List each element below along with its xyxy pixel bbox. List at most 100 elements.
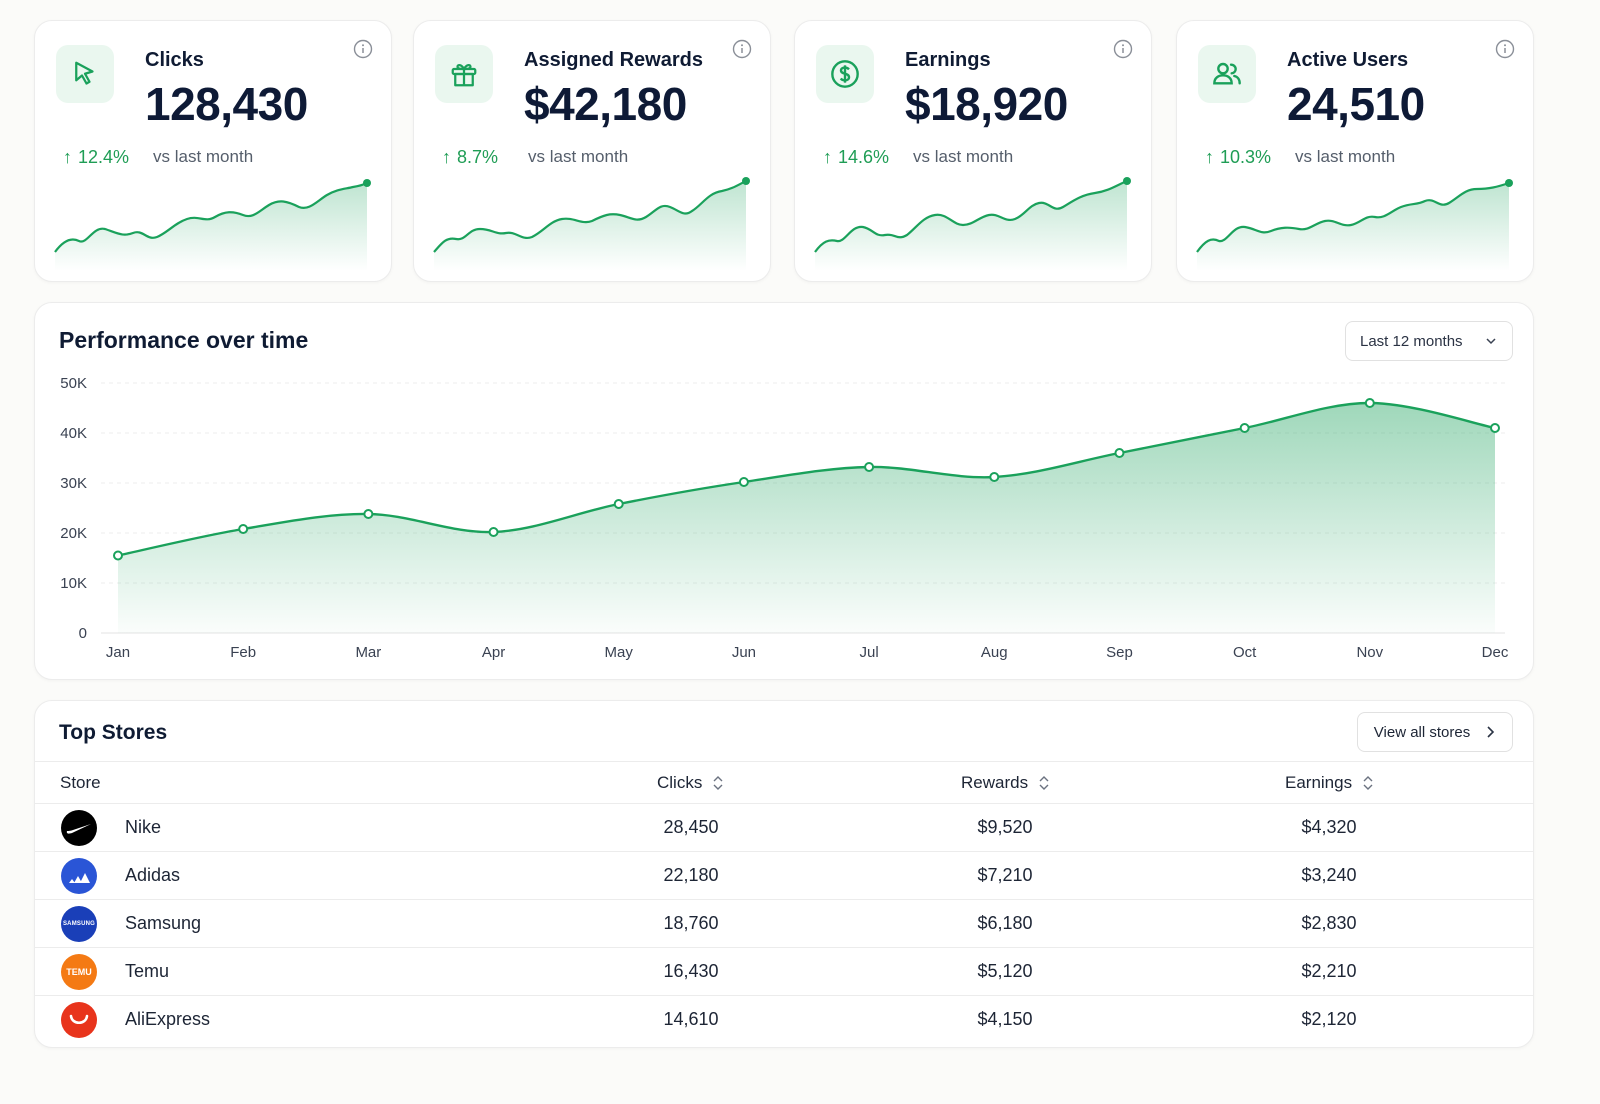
kpi-value: $42,180: [524, 78, 687, 130]
info-icon[interactable]: [1113, 39, 1133, 59]
x-tick-label: Dec: [1482, 644, 1509, 661]
x-tick-label: Nov: [1356, 644, 1383, 661]
chart-line: [117, 401, 1496, 557]
samsung-logo: SAMSUNG: [61, 906, 97, 942]
store-name: Nike: [125, 817, 162, 837]
kpi-change: ↑ 12.4%: [63, 147, 130, 167]
divider: [35, 899, 1533, 900]
top-stores-card: Top Stores View all stores Store Clicks …: [34, 700, 1534, 1048]
data-point: [738, 477, 749, 487]
clicks-cell: 14,610: [663, 1009, 719, 1029]
arrow-up-icon: ↑: [63, 147, 72, 167]
arrow-up-icon: ↑: [823, 147, 832, 167]
kpi-compare: vs last month: [153, 147, 254, 166]
info-icon[interactable]: [1495, 39, 1515, 59]
kpi-change: ↑ 8.7%: [442, 147, 499, 167]
dollar-icon: [816, 45, 874, 103]
clicks-cell: 16,430: [663, 961, 719, 981]
data-point: [1490, 423, 1500, 433]
rewards-cell: $6,180: [977, 913, 1033, 933]
clicks-cell: 18,760: [663, 913, 719, 933]
kpi-label: Assigned Rewards: [524, 49, 703, 71]
gift-icon: [435, 45, 493, 103]
date-range-label: Last 12 months: [1360, 332, 1463, 350]
chevron-right-icon: [1487, 726, 1495, 738]
data-point: [1114, 448, 1125, 458]
sparkline: [1196, 179, 1513, 271]
data-point: [613, 499, 624, 509]
earnings-cell: $3,240: [1301, 865, 1357, 885]
kpi-value: 24,510: [1287, 78, 1425, 130]
performance-card: 0 10K 20K 30K 40K 50K Jan Feb Mar Apr May Jun Jul Aug…: [34, 302, 1534, 680]
arrow-up-icon: ↑: [1205, 147, 1214, 167]
column-header-rewards[interactable]: Rewards: [961, 773, 1050, 793]
data-point: [864, 462, 875, 472]
cursor-icon: [56, 45, 114, 103]
chart-title: Performance over time: [59, 327, 309, 353]
kpi-change: ↑ 14.6%: [823, 147, 890, 167]
kpi-value: 128,430: [145, 78, 308, 130]
rewards-cell: $9,520: [977, 817, 1033, 837]
table-row[interactable]: Adidas 22,180 $7,210 $3,240: [35, 851, 1533, 899]
data-point: [113, 550, 123, 561]
table-row[interactable]: Nike 28,450 $9,520 $4,320: [35, 803, 1533, 851]
data-point: [989, 472, 1000, 482]
store-name: Temu: [125, 961, 170, 981]
kpi-card-earnings: Earnings $18,920 ↑ 14.6% vs last month: [794, 20, 1152, 282]
divider: [35, 995, 1533, 996]
rewards-cell: $4,150: [977, 1009, 1033, 1029]
column-header-earnings[interactable]: Earnings: [1285, 773, 1374, 793]
chevron-down-icon: [1486, 338, 1496, 345]
divider: [35, 761, 1533, 762]
rewards-cell: $7,210: [977, 865, 1033, 885]
sparkline: [54, 179, 371, 271]
kpi-compare: vs last month: [1295, 147, 1396, 166]
store-name: Adidas: [125, 865, 181, 885]
x-tick-label: Jan: [106, 644, 130, 661]
kpi-value: $18,920: [905, 78, 1068, 130]
kpi-change: ↑ 10.3%: [1205, 147, 1272, 167]
x-tick-label: Aug: [981, 644, 1008, 661]
sort-icon: [1363, 776, 1373, 790]
rewards-cell: $5,120: [977, 961, 1033, 981]
section-title: Top Stores: [59, 721, 168, 744]
column-header-clicks[interactable]: Clicks: [657, 773, 724, 793]
table-row[interactable]: TEMU Temu 16,430 $5,120 $2,210: [35, 947, 1533, 995]
sparkline: [433, 177, 750, 271]
view-all-stores-button[interactable]: View all stores: [1357, 712, 1513, 752]
nike-logo: [61, 810, 97, 846]
info-icon[interactable]: [732, 39, 752, 59]
performance-chart: 0 10K 20K 30K 40K 50K Jan Feb Mar Apr May Jun Jul Aug…: [60, 375, 1509, 661]
x-tick-label: Jul: [859, 644, 878, 661]
divider: [35, 851, 1533, 852]
info-icon[interactable]: [353, 39, 373, 59]
earnings-cell: $4,320: [1301, 817, 1357, 837]
x-tick-label: Jun: [732, 644, 756, 661]
table-row[interactable]: SAMSUNG Samsung 18,760 $6,180 $2,830: [35, 899, 1533, 947]
data-point: [363, 509, 374, 519]
x-tick-label: Oct: [1233, 644, 1257, 661]
store-name: AliExpress: [125, 1009, 211, 1029]
x-tick-label: Sep: [1106, 644, 1133, 661]
y-tick-label: 20K: [60, 525, 87, 542]
y-tick-label: 50K: [60, 375, 87, 392]
kpi-label: Active Users: [1287, 49, 1409, 71]
kpi-compare: vs last month: [528, 147, 629, 166]
x-tick-label: Apr: [482, 644, 505, 661]
sparkline: [814, 177, 1131, 271]
x-tick-label: Mar: [355, 644, 381, 661]
data-point: [1364, 398, 1375, 408]
users-icon: [1198, 45, 1256, 103]
table-row[interactable]: AliExpress 14,610 $4,150 $2,120: [35, 995, 1533, 1043]
kpi-card-active-users: Active Users 24,510 ↑ 10.3% vs last month: [1176, 20, 1534, 282]
adidas-logo: [61, 858, 97, 894]
date-range-select[interactable]: Last 12 months: [1345, 321, 1513, 361]
y-tick-label: 40K: [60, 425, 87, 442]
earnings-cell: $2,210: [1301, 961, 1357, 981]
earnings-cell: $2,830: [1301, 913, 1357, 933]
aliexpress-logo: [61, 1002, 97, 1038]
y-tick-label: 0: [79, 625, 87, 642]
store-name: Samsung: [125, 913, 202, 933]
divider: [35, 947, 1533, 948]
temu-logo: TEMU: [61, 954, 97, 990]
